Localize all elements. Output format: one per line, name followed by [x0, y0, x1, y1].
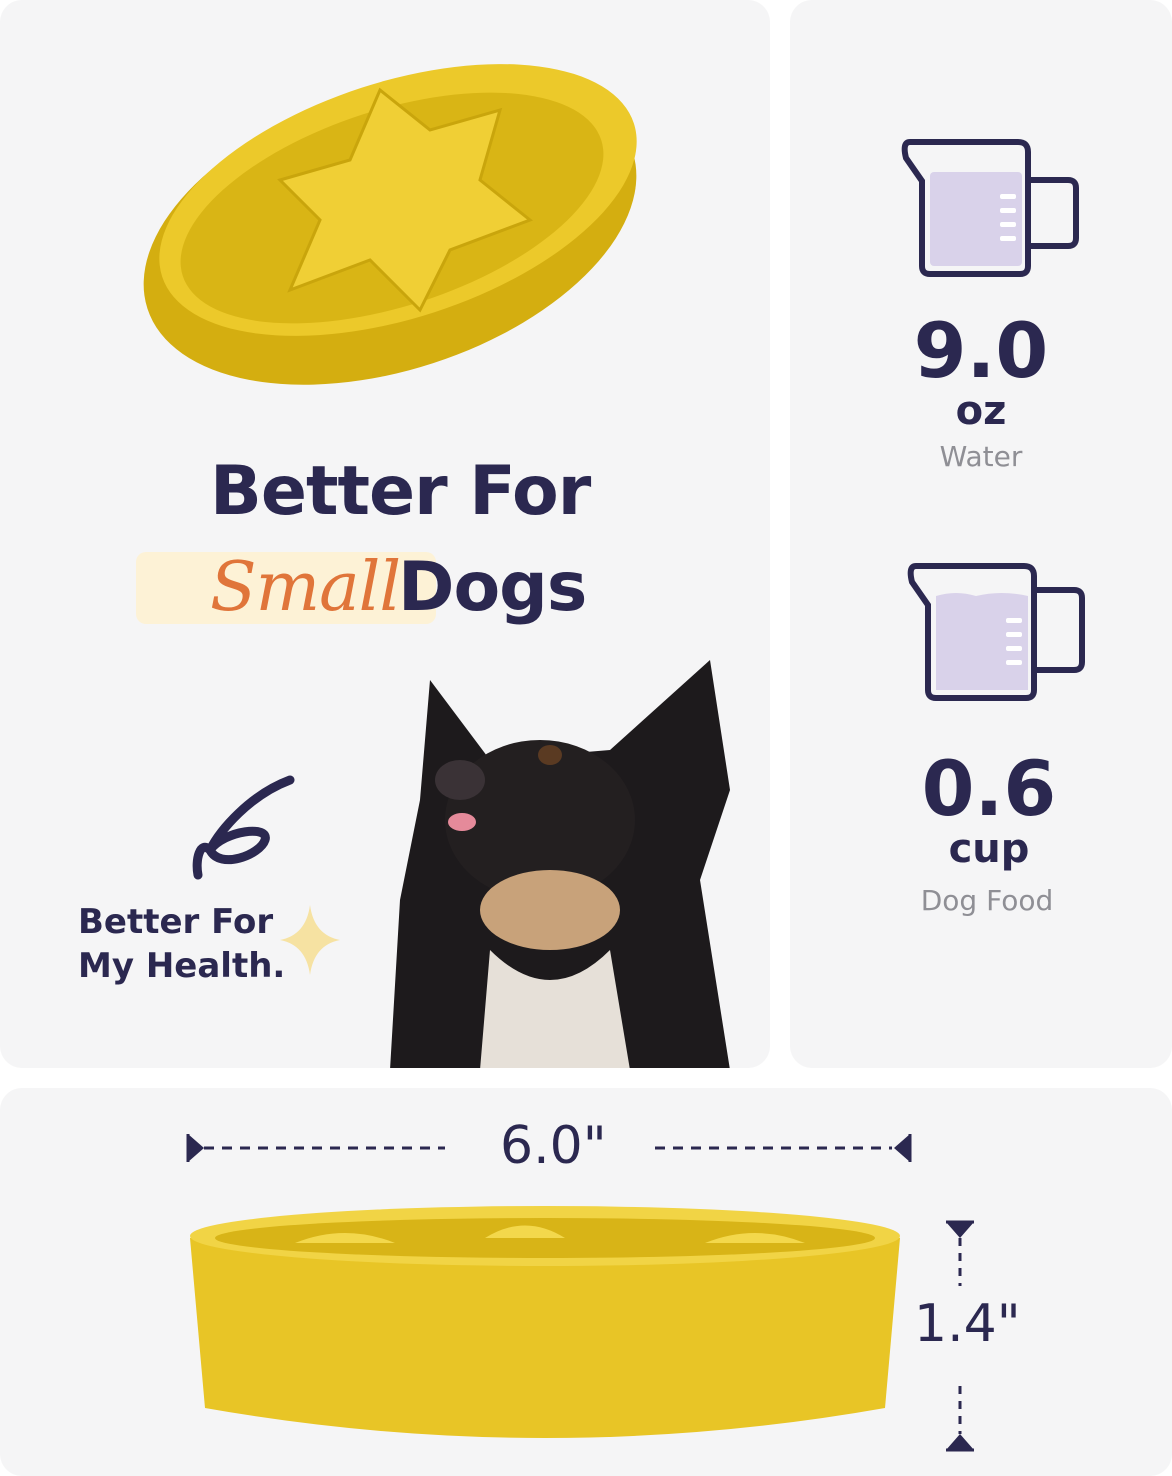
- capacity-panel: 9.0 oz Water 0.6 cup Dog Food: [790, 0, 1172, 1068]
- headline-line2: Dogs: [398, 548, 587, 627]
- slow-feeder-bowl-image: [143, 64, 637, 385]
- water-label: Water: [939, 440, 1023, 473]
- squiggle-icon: [192, 775, 295, 880]
- water-unit: oz: [955, 388, 1007, 434]
- highlight-band: [136, 552, 436, 624]
- headline-highlight: Small: [210, 548, 401, 627]
- dimensions-panel: 6.0" 1.4": [0, 1088, 1172, 1476]
- sparkle-icon: [280, 905, 340, 975]
- bowl-side-image: [190, 1206, 900, 1438]
- water-value: 9.0: [913, 306, 1049, 395]
- food-value: 0.6: [921, 744, 1057, 833]
- height-dimension-arrow: [946, 1220, 974, 1452]
- width-label: 6.0": [500, 1116, 607, 1176]
- callout-line2: My Health.: [78, 946, 286, 986]
- health-callout: Better For My Health.: [78, 900, 285, 988]
- chihuahua-photo: [390, 660, 730, 1068]
- width-dimension-arrow: [186, 1134, 912, 1162]
- height-label: 1.4": [914, 1294, 1021, 1354]
- headline-line1: Better For: [210, 452, 591, 531]
- callout-line1: Better For: [78, 902, 274, 942]
- measuring-cup-water-icon: [901, 139, 1079, 277]
- food-label: Dog Food: [920, 884, 1054, 917]
- left-panel: Better For Small Dogs Better For My Heal…: [0, 0, 770, 1068]
- measuring-cup-food-icon: [907, 563, 1085, 701]
- food-unit: cup: [948, 826, 1030, 872]
